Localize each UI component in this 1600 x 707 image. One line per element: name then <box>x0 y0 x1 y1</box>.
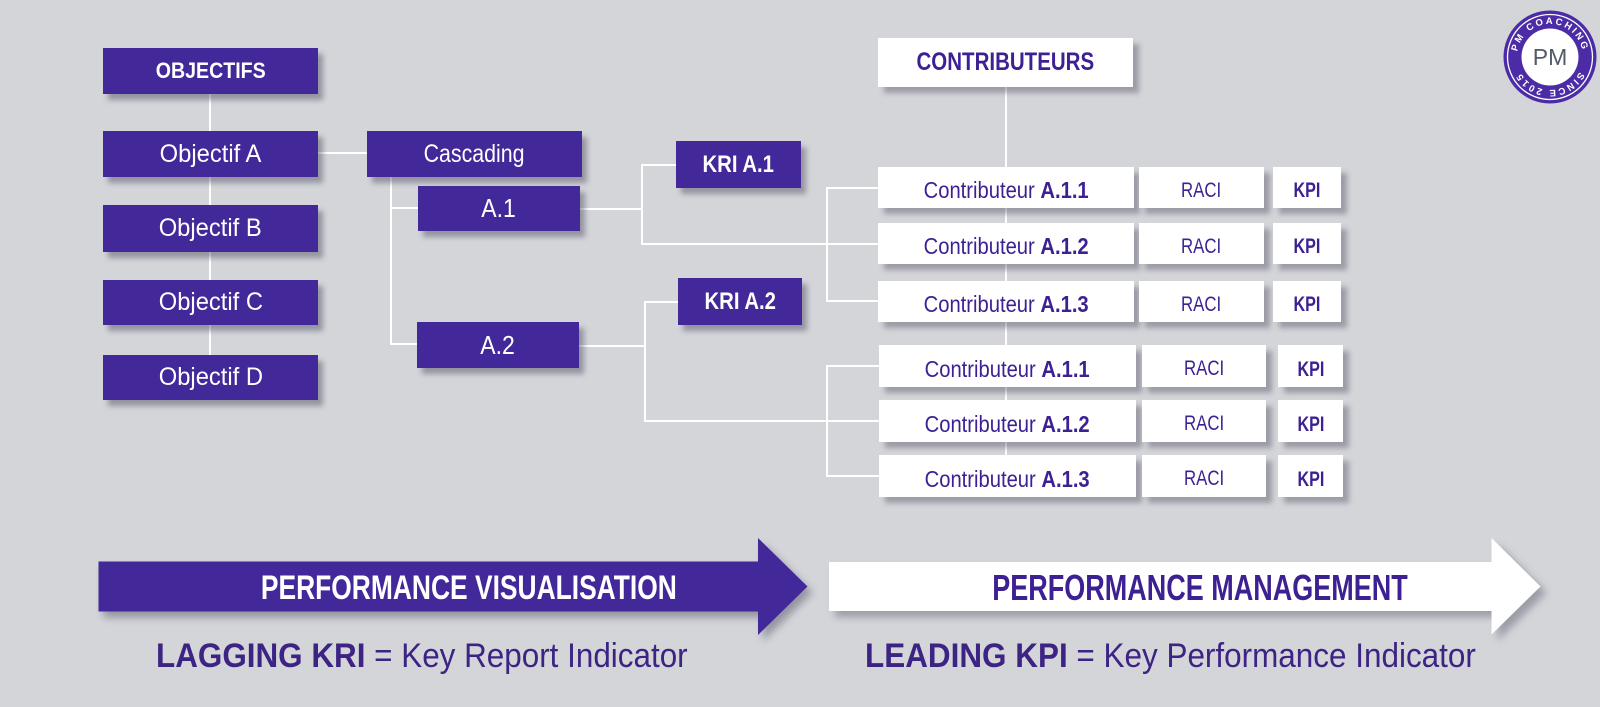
svg-text:PM: PM <box>1533 44 1568 70</box>
